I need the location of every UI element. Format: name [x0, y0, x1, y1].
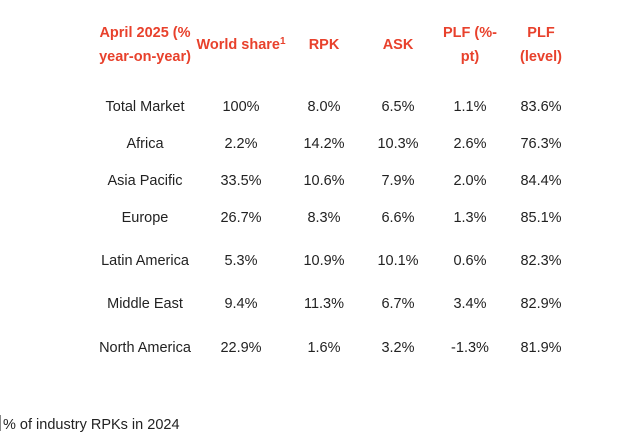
footnote-marker: 1: [279, 36, 286, 47]
cell-world-share: 2.2%: [224, 135, 258, 152]
cell-plf-level: 85.1%: [520, 209, 562, 226]
header-world-share: World share1: [196, 2, 286, 88]
header-ask: ASK: [382, 37, 414, 53]
header-row: April 2025 (% year-on-year) World share1…: [94, 2, 576, 88]
header-world-share-label: World share: [196, 37, 280, 53]
header-rpk: RPK: [308, 37, 340, 53]
cell-rpk: 11.3%: [303, 295, 345, 312]
traffic-table: April 2025 (% year-on-year) World share1…: [94, 2, 576, 374]
cell-plf-level: 82.9%: [520, 295, 562, 312]
cell-plf-level: 84.4%: [520, 172, 562, 189]
header-region: April 2025 (% year-on-year): [99, 25, 191, 65]
cell-region: Latin America: [101, 252, 189, 269]
cell-region: North America: [99, 340, 191, 356]
cell-ask: 6.6%: [381, 209, 415, 226]
footnote-marker-bar: [0, 415, 1, 431]
table-row: Africa 2.2% 14.2% 10.3% 2.6% 76.3%: [94, 125, 576, 162]
cell-ask: 6.7%: [381, 295, 415, 312]
cell-ask: 7.9%: [381, 172, 415, 189]
table-row: Latin America 5.3% 10.9% 10.1% 0.6% 82.3…: [94, 236, 576, 285]
cell-plf-pt: 3.4%: [453, 295, 487, 312]
header-plf-pt: PLF (%-pt): [443, 25, 497, 65]
cell-plf-pt: 1.1%: [453, 98, 487, 115]
cell-rpk: 14.2%: [303, 135, 345, 152]
header-plf-level: PLF (level): [520, 25, 562, 65]
cell-world-share: 5.3%: [224, 252, 258, 269]
cell-ask: 10.1%: [377, 252, 419, 269]
table-body: Total Market 100% 8.0% 6.5% 1.1% 83.6% A…: [94, 88, 576, 374]
cell-region: Total Market: [105, 98, 185, 115]
cell-ask: 10.3%: [377, 135, 419, 152]
cell-plf-pt: 2.6%: [453, 135, 487, 152]
table-header: April 2025 (% year-on-year) World share1…: [94, 2, 576, 88]
table-row: North America 22.9% 1.6% 3.2% -1.3% 81.9…: [94, 322, 576, 374]
cell-world-share: 9.4%: [224, 295, 258, 312]
cell-region: Middle East: [107, 295, 183, 312]
cell-region: Asia Pacific: [107, 172, 183, 189]
cell-plf-level: 83.6%: [520, 98, 562, 115]
cell-rpk: 1.6%: [307, 340, 341, 356]
cell-ask: 6.5%: [381, 98, 415, 115]
cell-world-share: 22.9%: [220, 340, 262, 356]
table-row: Total Market 100% 8.0% 6.5% 1.1% 83.6%: [94, 88, 576, 125]
cell-plf-pt: 2.0%: [453, 172, 487, 189]
cell-ask: 3.2%: [381, 340, 415, 356]
cell-plf-pt: -1.3%: [451, 340, 489, 356]
cell-world-share: 26.7%: [220, 209, 262, 226]
footnote-text: % of industry RPKs in 2024: [3, 417, 180, 433]
cell-plf-level: 76.3%: [520, 135, 562, 152]
table-row: Middle East 9.4% 11.3% 6.7% 3.4% 82.9%: [94, 285, 576, 322]
footnote: % of industry RPKs in 2024: [0, 413, 180, 437]
cell-world-share: 33.5%: [220, 172, 262, 189]
cell-rpk: 8.3%: [307, 209, 341, 226]
cell-rpk: 10.9%: [303, 252, 345, 269]
cell-region: Africa: [126, 135, 164, 152]
cell-rpk: 10.6%: [303, 172, 345, 189]
table-row: Europe 26.7% 8.3% 6.6% 1.3% 85.1%: [94, 199, 576, 236]
cell-rpk: 8.0%: [307, 98, 341, 115]
cell-plf-pt: 0.6%: [453, 252, 487, 269]
cell-plf-level: 82.3%: [520, 252, 562, 269]
cell-world-share: 100%: [222, 98, 260, 115]
cell-region: Europe: [121, 209, 169, 226]
table-row: Asia Pacific 33.5% 10.6% 7.9% 2.0% 84.4%: [94, 162, 576, 199]
cell-plf-pt: 1.3%: [453, 209, 487, 226]
cell-plf-level: 81.9%: [520, 340, 562, 356]
